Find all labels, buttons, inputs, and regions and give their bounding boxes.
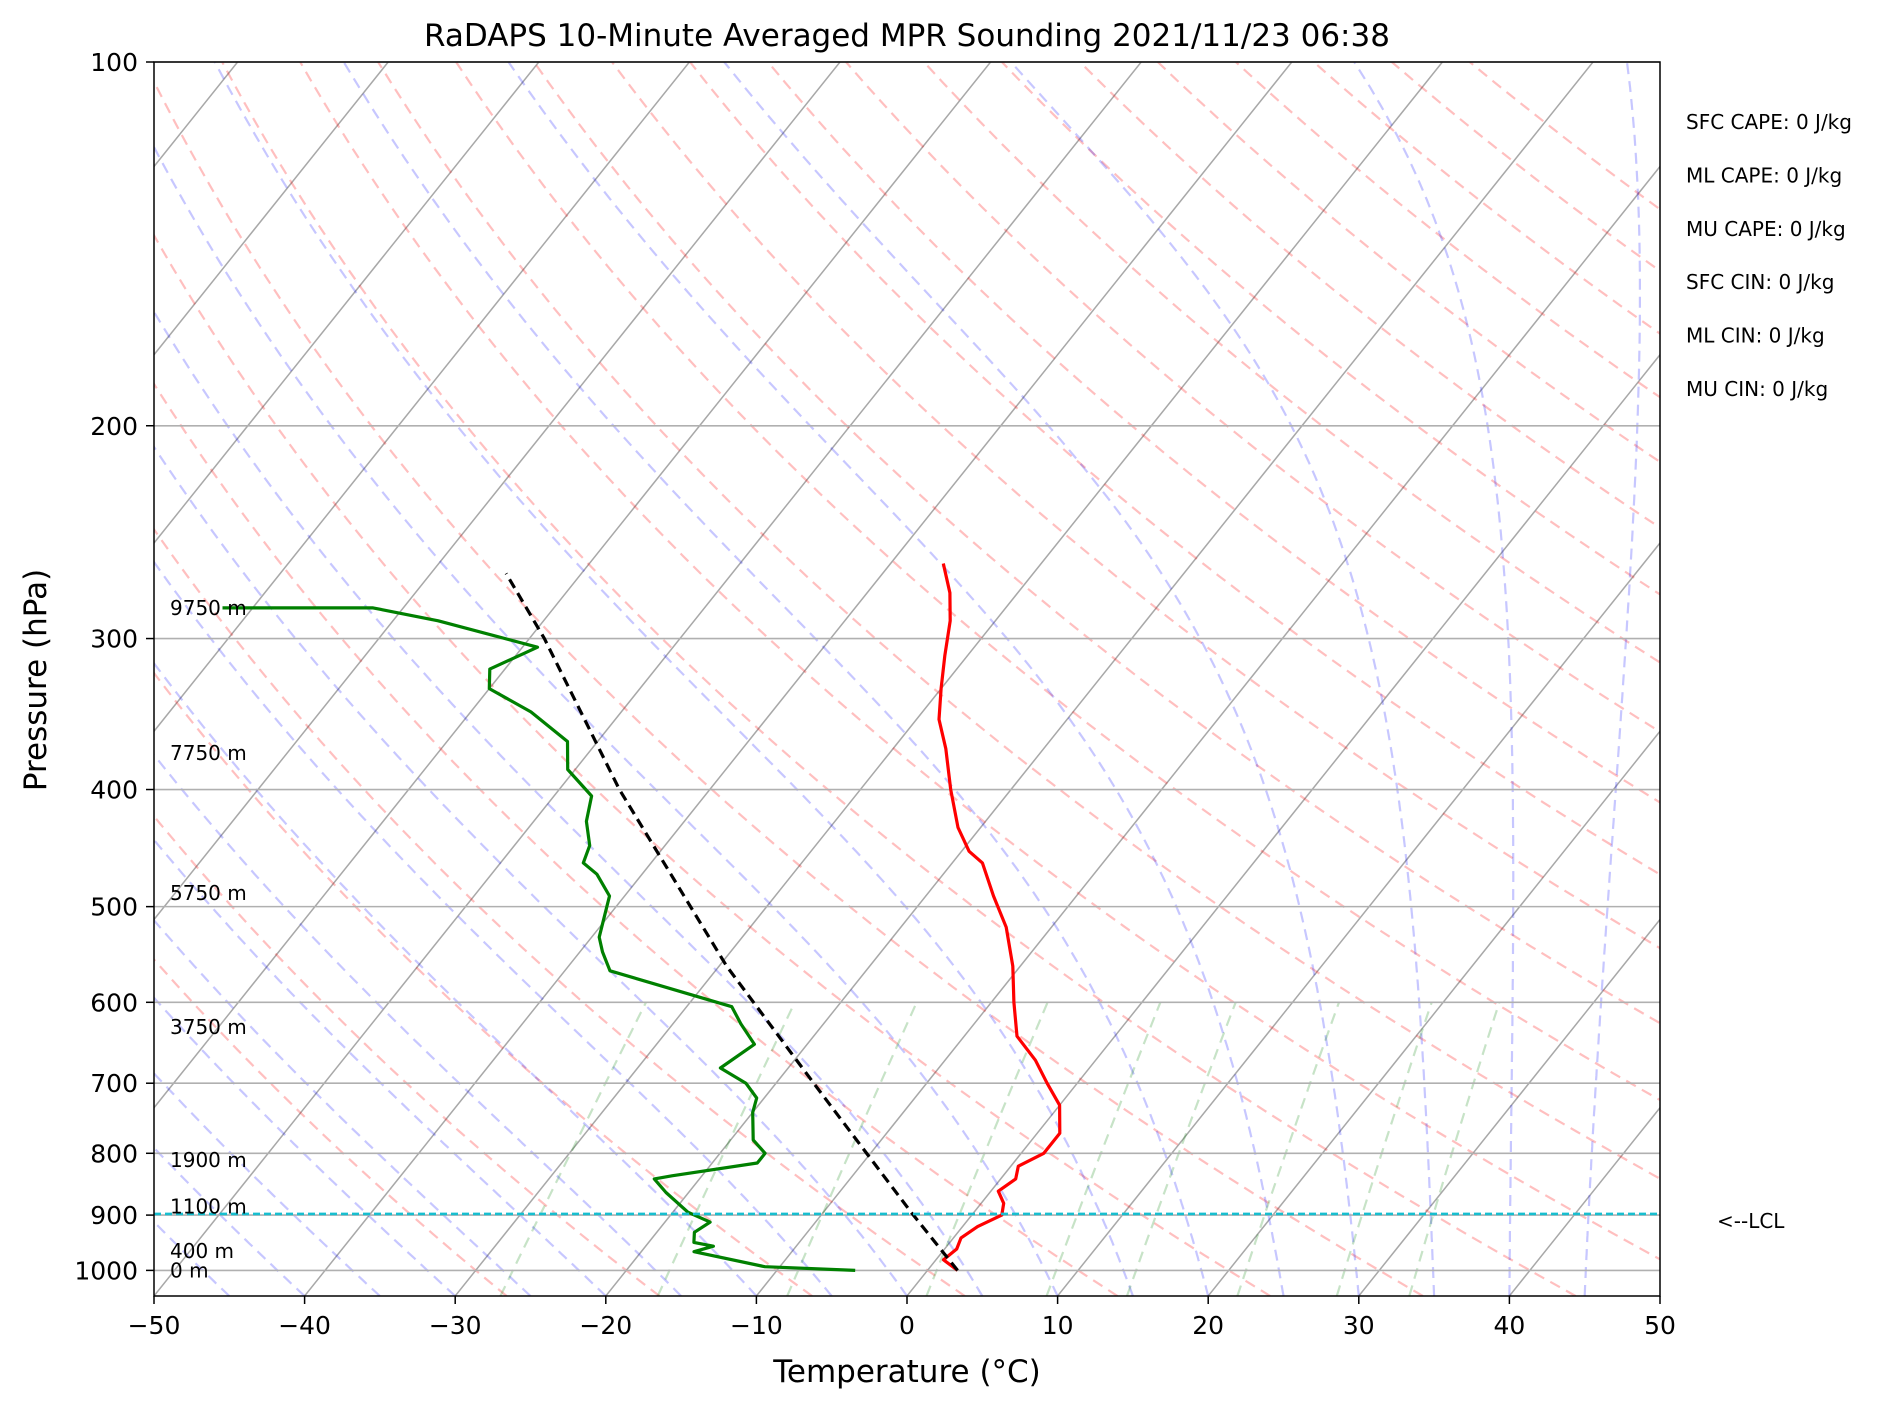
x-tick-label: 10 bbox=[1042, 1311, 1074, 1340]
moist-adiabat-line bbox=[213, 62, 1134, 1296]
y-tick-label: 600 bbox=[90, 988, 138, 1017]
dry-adiabat-line bbox=[154, 527, 966, 1296]
mixing-ratio-line bbox=[1045, 1001, 1162, 1296]
dry-adiabat-line bbox=[154, 957, 508, 1296]
stat-text: SFC CIN: 0 J/kg bbox=[1686, 270, 1834, 294]
mixing-ratio-line bbox=[1335, 1001, 1433, 1296]
moist-adiabat-line bbox=[342, 62, 1210, 1296]
dry-adiabat-line bbox=[299, 62, 1660, 1261]
x-tick-label: 40 bbox=[1493, 1311, 1525, 1340]
stat-text: SFC CAPE: 0 J/kg bbox=[1686, 110, 1852, 134]
stat-text: ML CIN: 0 J/kg bbox=[1686, 324, 1825, 348]
dry-adiabat-line bbox=[455, 62, 1660, 1102]
moist-adiabat-line bbox=[154, 838, 607, 1296]
y-tick-label: 500 bbox=[90, 893, 138, 922]
stat-text: MU CAPE: 0 J/kg bbox=[1686, 217, 1846, 241]
series-layer bbox=[154, 563, 1660, 1272]
y-axis: 100 200 300 400 500 600 700 800 900 1000 bbox=[74, 48, 154, 1285]
moist-adiabat-line bbox=[154, 661, 758, 1296]
mixing-ratio-line bbox=[1236, 1001, 1341, 1296]
height-labels: 9750 m 7750 m 5750 m 3750 m 1900 m 1100 m 400 … bbox=[170, 596, 247, 1282]
dry-adiabat-line bbox=[845, 62, 1660, 734]
dry-adiabat-line bbox=[154, 233, 1271, 1296]
dry-adiabat-line bbox=[689, 62, 1660, 876]
dry-adiabat-line bbox=[611, 62, 1660, 950]
moist-adiabat-line bbox=[1353, 62, 1515, 1296]
dry-adiabat-line bbox=[377, 62, 1660, 1180]
x-tick-label: 30 bbox=[1343, 1311, 1375, 1340]
moist-adiabat-line bbox=[1583, 62, 1642, 1296]
height-label: 0 m bbox=[170, 1258, 209, 1282]
chart-title: RaDAPS 10-Minute Averaged MPR Sounding 2… bbox=[424, 18, 1390, 54]
x-tick-label: −40 bbox=[278, 1311, 331, 1340]
height-label: 1900 m bbox=[170, 1148, 247, 1172]
isotherm-line bbox=[605, 62, 1594, 1296]
isotherm-line bbox=[154, 62, 841, 921]
x-tick-label: −50 bbox=[128, 1311, 181, 1340]
y-tick-label: 300 bbox=[90, 625, 138, 654]
isotherm-line bbox=[154, 62, 1142, 1296]
height-label: 7750 m bbox=[170, 741, 247, 765]
mixing-ratio-line bbox=[1408, 1001, 1501, 1296]
parcel-path-line bbox=[504, 572, 959, 1272]
height-label: 1100 m bbox=[170, 1194, 247, 1218]
moist-adiabat-line bbox=[154, 996, 456, 1296]
moist-adiabat-line bbox=[154, 753, 682, 1296]
x-axis-label: Temperature (°C) bbox=[772, 1354, 1041, 1390]
x-axis: −50 −40 −30 −20 −10 0 10 20 30 40 50 bbox=[128, 1296, 1676, 1340]
moist-adiabat-line bbox=[507, 62, 1285, 1296]
isotherm-line bbox=[1057, 541, 1660, 1296]
isotherm-line bbox=[454, 62, 1443, 1296]
x-tick-label: 20 bbox=[1192, 1311, 1224, 1340]
height-label: 400 m bbox=[170, 1239, 234, 1263]
y-tick-label: 800 bbox=[90, 1139, 138, 1168]
y-tick-label: 1000 bbox=[74, 1256, 138, 1285]
dry-adiabat-line bbox=[533, 62, 1660, 1025]
x-tick-label: 0 bbox=[899, 1311, 915, 1340]
dry-adiabat-line bbox=[154, 79, 1424, 1296]
dry-adiabat-line bbox=[767, 62, 1660, 804]
x-tick-label: −30 bbox=[429, 1311, 482, 1340]
stats-panel: SFC CAPE: 0 J/kg ML CAPE: 0 J/kg MU CAPE: … bbox=[1686, 110, 1852, 401]
isotherm-line bbox=[154, 62, 992, 1109]
isotherm-line bbox=[304, 62, 1293, 1296]
stat-text: MU CIN: 0 J/kg bbox=[1686, 377, 1828, 401]
x-tick-label: −10 bbox=[730, 1311, 783, 1340]
isotherm-line bbox=[1358, 918, 1660, 1296]
dry-adiabat-line bbox=[1157, 62, 1660, 464]
isotherm-line bbox=[1207, 730, 1660, 1296]
y-tick-label: 700 bbox=[90, 1069, 138, 1098]
dry-adiabat-line bbox=[1235, 62, 1660, 399]
dry-adiabat-line bbox=[154, 671, 813, 1296]
moist-adiabat-line bbox=[154, 144, 1059, 1296]
isotherm-line bbox=[154, 62, 389, 356]
height-label: 5750 m bbox=[170, 881, 247, 905]
x-tick-label: −20 bbox=[579, 1311, 632, 1340]
moist-adiabat-line bbox=[154, 445, 908, 1296]
isotherm-line bbox=[154, 62, 540, 545]
mixing-ratio-line bbox=[1125, 1001, 1237, 1296]
moist-adiabat-line bbox=[1010, 62, 1436, 1296]
lcl-label: <--LCL bbox=[1717, 1209, 1785, 1233]
y-tick-label: 200 bbox=[90, 412, 138, 441]
y-tick-label: 100 bbox=[90, 48, 138, 77]
moist-adiabat-line bbox=[154, 560, 833, 1296]
moist-adiabat-line bbox=[154, 918, 532, 1296]
mixing-ratio-line bbox=[499, 1001, 647, 1296]
isotherm-line bbox=[154, 62, 690, 733]
stat-text: ML CAPE: 0 J/kg bbox=[1686, 163, 1842, 187]
y-tick-label: 900 bbox=[90, 1201, 138, 1230]
y-tick-label: 400 bbox=[90, 776, 138, 805]
height-label: 9750 m bbox=[170, 596, 247, 620]
y-axis-label: Pressure (hPa) bbox=[18, 569, 54, 791]
isotherm-line bbox=[755, 165, 1660, 1296]
height-label: 3750 m bbox=[170, 1015, 247, 1039]
x-tick-label: 50 bbox=[1644, 1311, 1676, 1340]
isotherm-line bbox=[906, 353, 1660, 1296]
dry-adiabat-line bbox=[221, 62, 1577, 1296]
dewpoint-profile-line bbox=[222, 606, 856, 1272]
